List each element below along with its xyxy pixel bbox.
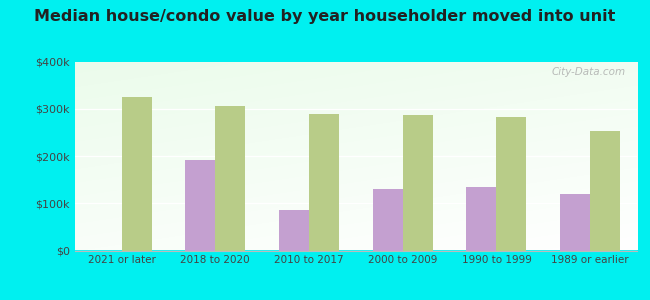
Bar — [590, 131, 620, 250]
Bar — [497, 117, 526, 250]
Bar — [309, 114, 339, 250]
Text: City-Data.com: City-Data.com — [552, 67, 626, 77]
Bar — [122, 97, 151, 250]
Bar — [215, 106, 245, 250]
Bar — [185, 160, 215, 250]
Text: Median house/condo value by year householder moved into unit: Median house/condo value by year househo… — [34, 9, 616, 24]
Bar — [372, 189, 403, 250]
Bar — [560, 194, 590, 250]
Bar — [279, 210, 309, 250]
Bar — [467, 187, 497, 250]
Bar — [403, 115, 433, 250]
